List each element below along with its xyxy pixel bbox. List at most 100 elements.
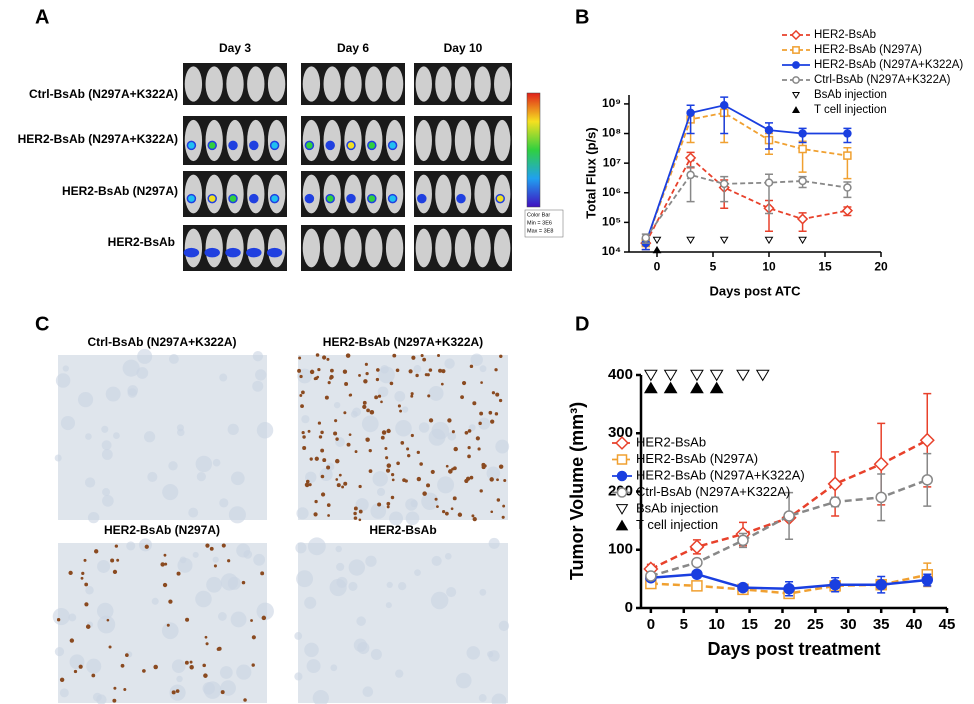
- stained-cell: [108, 645, 112, 649]
- texture: [307, 537, 326, 556]
- stained-cell: [415, 373, 419, 378]
- stained-cell: [116, 558, 120, 562]
- stained-cell: [302, 435, 306, 439]
- bsab-injection-marker: [755, 369, 770, 382]
- texture: [55, 373, 71, 388]
- stained-cell: [386, 501, 391, 506]
- legend-marker: [792, 61, 800, 69]
- stained-cell: [491, 391, 496, 395]
- texture: [389, 511, 404, 526]
- marker: [719, 179, 729, 189]
- tumor-signal: [269, 140, 280, 151]
- mouse: [385, 228, 404, 268]
- stained-cell: [301, 430, 305, 435]
- stained-cell: [189, 665, 194, 670]
- texture: [294, 672, 303, 681]
- stained-cell: [227, 559, 231, 563]
- image-title: HER2-BsAb (N297A): [104, 523, 220, 537]
- texture: [329, 578, 347, 597]
- texture: [380, 364, 389, 374]
- stained-cell: [314, 499, 318, 504]
- mouse: [385, 66, 404, 102]
- stained-cell: [495, 392, 500, 397]
- y-tick-label: 10⁵: [602, 215, 621, 229]
- y-axis-label: Tumor Volume (mm³): [567, 402, 587, 580]
- stained-cell: [461, 380, 467, 386]
- stained-cell: [106, 618, 110, 622]
- stained-cell: [144, 544, 149, 549]
- texture: [455, 672, 472, 689]
- stained-cell: [471, 514, 475, 518]
- stained-cell: [84, 582, 89, 587]
- stained-cell: [343, 481, 348, 486]
- stained-cell: [309, 457, 313, 461]
- texture: [101, 440, 112, 451]
- stained-cell: [374, 395, 379, 400]
- legend-marker: [615, 504, 629, 515]
- y-tick-label: 10⁴: [602, 244, 621, 258]
- legend-marker: [616, 454, 628, 465]
- stained-cell: [448, 469, 453, 474]
- texture: [431, 421, 450, 440]
- mouse: [385, 119, 404, 162]
- mouse: [365, 119, 383, 162]
- mouse: [184, 119, 203, 162]
- stained-cell: [326, 357, 330, 361]
- texture: [355, 498, 369, 512]
- y-tick-label: 10⁸: [602, 126, 621, 140]
- stained-cell: [480, 381, 483, 384]
- image-title: HER2-BsAb: [369, 523, 436, 537]
- texture: [87, 511, 100, 524]
- stained-cell: [260, 571, 265, 576]
- stained-cell: [162, 582, 168, 588]
- stained-cell: [502, 504, 506, 508]
- image-layer: [52, 63, 512, 704]
- texture: [418, 422, 430, 433]
- stained-cell: [309, 369, 315, 375]
- mouse: [494, 119, 511, 162]
- marker: [875, 491, 887, 504]
- texture: [212, 458, 221, 467]
- mouse: [205, 119, 223, 162]
- texture: [228, 506, 246, 524]
- marker: [691, 568, 703, 580]
- texture: [304, 596, 317, 609]
- texture: [330, 664, 338, 672]
- texture: [236, 664, 252, 680]
- stained-cell: [447, 418, 452, 423]
- marker: [737, 534, 749, 547]
- mouse: [323, 228, 341, 268]
- marker: [645, 570, 657, 582]
- stained-cell: [460, 395, 464, 400]
- stained-cell: [59, 677, 65, 683]
- image-title: HER2-BsAb (N297A+K322A): [323, 335, 483, 349]
- stained-cell: [419, 462, 423, 466]
- mouse: [494, 228, 511, 268]
- x-tick-label: 15: [741, 616, 758, 633]
- texture: [361, 415, 379, 433]
- stained-cell: [499, 354, 503, 358]
- legend-label: HER2-BsAb: [636, 434, 706, 449]
- texture: [60, 415, 76, 431]
- texture: [59, 688, 69, 698]
- mouse: [365, 66, 383, 102]
- t-cell-injection-marker: [690, 381, 704, 394]
- texture: [220, 573, 239, 591]
- texture: [430, 591, 449, 610]
- mouse: [323, 119, 341, 162]
- texture: [137, 348, 153, 364]
- mouse: [344, 66, 362, 102]
- texture: [85, 433, 92, 440]
- texture: [370, 503, 387, 519]
- stained-cell: [426, 483, 431, 488]
- row-label: HER2-BsAb (N297A+K322A): [18, 132, 178, 146]
- tumor-signal: [207, 140, 217, 151]
- stained-cell: [326, 465, 331, 470]
- texture: [421, 492, 439, 511]
- marker: [829, 578, 841, 591]
- texture: [428, 385, 444, 401]
- texture: [296, 507, 309, 520]
- stained-cell: [81, 571, 85, 576]
- stained-cell: [377, 394, 382, 398]
- stained-cell: [442, 510, 446, 514]
